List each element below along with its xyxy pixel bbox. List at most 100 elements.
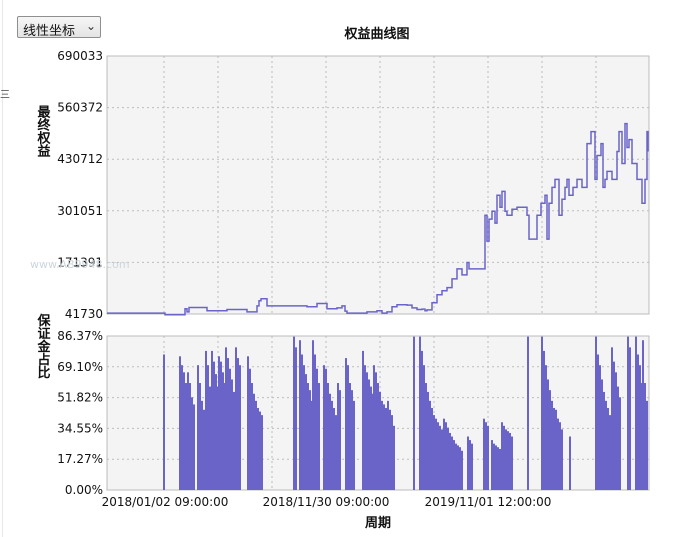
equity-y-tick-label: 690033 [57,49,103,63]
margin-bar [545,365,547,490]
margin-bar [299,340,301,490]
margin-bar [461,450,463,490]
margin-bar [445,422,447,490]
margin-bar [231,379,233,490]
margin-bar [609,415,611,490]
margin-bar [193,404,195,490]
margin-bar [549,390,551,490]
margin-bar [318,383,320,490]
x-tick-label: 2019/11/01 12:00:00 [425,495,552,509]
equity-y-tick-label: 430712 [57,152,103,166]
margin-bar [183,372,185,490]
margin-bar [327,383,329,490]
margin-bar [385,407,387,490]
margin-bar [316,368,318,490]
margin-bar [639,365,641,490]
margin-bar [364,365,366,490]
margin-y-tick-label: 0.00% [65,483,103,497]
margin-bar [511,436,513,490]
margin-bar [467,436,469,490]
chevron-down-icon: ⌄ [85,19,96,33]
margin-bar [483,418,485,490]
margin-bar [547,379,549,490]
margin-bar [309,390,311,490]
margin-bar [419,336,421,490]
margin-bar [179,356,181,490]
margin-bar [387,400,389,490]
margin-bars [163,336,648,490]
margin-bar [201,400,203,490]
margin-bar [469,440,471,490]
margin-bar [337,383,339,490]
margin-bar [543,350,545,490]
margin-bar [597,354,599,490]
margin-bar [251,383,253,490]
equity-y-tick-label: 171391 [57,255,103,269]
margin-bar [163,354,165,490]
margin-bar [205,350,207,490]
equity-y-ticks: 690033 560372 430712 301051 171391 41730 [57,49,103,321]
margin-bar [393,425,395,490]
margin-bar [347,365,349,490]
x-tick-label: 2018/11/30 09:00:00 [263,495,390,509]
margin-bar [351,390,353,490]
axis-scale-select[interactable]: 线性坐标 ⌄ [17,16,101,39]
margin-bar [569,436,571,490]
margin-bar [493,443,495,490]
margin-bar [627,336,629,490]
margin-bar [595,336,597,490]
watermark-text: www.AB9948.com [30,258,130,271]
margin-bar [551,400,553,490]
margin-y-ticks: 86.37% 69.10% 51.82% 34.55% 17.27% 0.00% [57,329,103,497]
margin-bar [613,361,615,490]
margin-bar [619,397,621,490]
margin-bar [642,340,644,490]
margin-bar [225,347,227,490]
margin-bar [345,358,347,490]
margin-bar [459,447,461,490]
margin-bar [377,383,379,490]
margin-bar [383,404,385,490]
top-ylabel-text: 最终权益 [35,105,52,158]
margin-bar [599,365,601,490]
margin-bar [185,383,187,490]
margin-bar [325,368,327,490]
margin-bar [257,407,259,490]
margin-bar [253,393,255,490]
margin-bar [527,336,529,490]
margin-bar [457,445,459,490]
margin-bar [557,418,559,490]
margin-bar [433,415,435,490]
margin-bar [555,409,557,490]
margin-bar [222,372,224,490]
margin-bar [189,383,191,490]
margin-bar [349,383,351,490]
margin-bar [505,429,507,490]
margin-bar [441,429,443,490]
margin-bar [429,400,431,490]
margin-bar [229,368,231,490]
margin-bar [247,356,249,490]
margin-bar [323,365,325,490]
margin-bar [637,354,639,490]
margin-y-tick-label: 34.55% [57,421,103,435]
margin-bar [453,440,455,490]
margin-bar [295,347,297,490]
margin-bar [447,427,449,490]
margin-bar [644,383,646,490]
margin-bar [366,372,368,490]
margin-bar [301,354,303,490]
margin-bar [373,365,375,490]
margin-bar [293,336,295,490]
margin-bar [629,347,631,490]
margin-bar [487,425,489,490]
margin-bar [559,425,561,490]
margin-bar [499,448,501,490]
margin-y-tick-label: 17.27% [57,452,103,466]
margin-bar [607,407,609,490]
margin-bar [471,443,473,490]
margin-bar [617,386,619,490]
equity-y-tick-label: 560372 [57,101,103,115]
x-axis-label: 周期 [365,516,391,531]
